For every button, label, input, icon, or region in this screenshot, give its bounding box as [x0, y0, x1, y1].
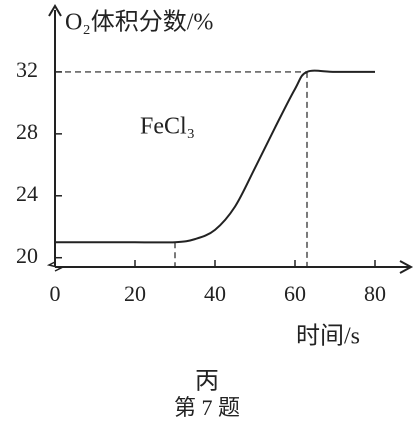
- annotation: FeCl₃: [140, 114, 195, 140]
- subtitle: 丙: [195, 369, 219, 395]
- x-tick-label: 0: [50, 281, 61, 306]
- data-line: [55, 69, 375, 244]
- x-axis-label: 时间/s: [296, 323, 360, 350]
- y-tick-label: 24: [16, 181, 38, 206]
- x-tick-label: 20: [124, 281, 146, 306]
- y-tick-label: 32: [16, 57, 38, 82]
- y-axis-label: O₂体积分数/%: [65, 9, 213, 36]
- x-axis-arrow: [399, 260, 414, 274]
- y-axis-arrow: [48, 4, 62, 17]
- y-tick-label: 28: [16, 119, 38, 144]
- x-tick-label: 80: [364, 281, 386, 306]
- x-tick-label: 40: [204, 281, 226, 306]
- x-tick-label: 60: [284, 281, 306, 306]
- caption: 第 7 题: [174, 395, 240, 420]
- y-tick-label: 20: [16, 243, 38, 268]
